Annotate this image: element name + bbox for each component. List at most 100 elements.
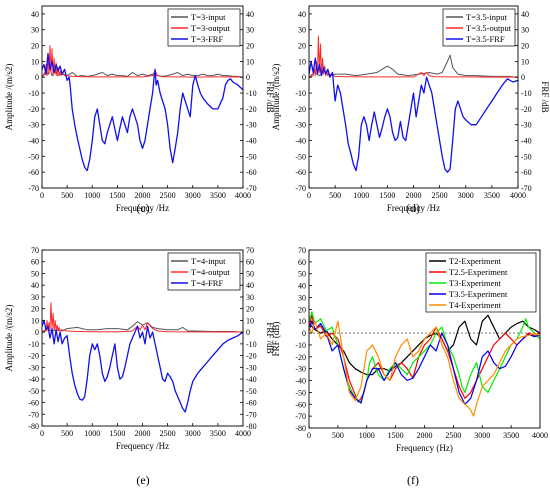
panel-d: 0 500 1000 1500 2000 2500 3000 3500 4000-70 -70-6… xyxy=(271,5,550,215)
y-tick-label: -60 xyxy=(28,168,39,177)
series-line-t3-5-experiment xyxy=(309,320,540,405)
legend-entry: T=4-input xyxy=(191,256,226,266)
x-tick-label: 1000 xyxy=(359,431,375,440)
legend-entry: T=3.5-output xyxy=(466,23,512,33)
y-tick-label: -30 xyxy=(28,121,39,130)
y-tick-label: 60 xyxy=(298,258,306,267)
y-right-tick-label: 40 xyxy=(246,281,254,290)
x-tick-label: 500 xyxy=(61,191,73,200)
y-tick-label: 40 xyxy=(31,281,39,290)
y-right-axis-label: FRF /dB xyxy=(265,322,275,353)
y-tick-label: 10 xyxy=(298,57,306,66)
y-tick-label: -50 xyxy=(28,152,39,161)
y-tick-label: -10 xyxy=(295,89,306,98)
panel-f: 0 500 1000 1500 2000 2500 3000 3500 4000-80-70-6… xyxy=(271,246,548,487)
x-tick-label: 0 xyxy=(40,429,44,438)
y-tick-label: 20 xyxy=(31,305,39,314)
panel-c: 0 500 1000 1500 2000 2500 3000 3500 4000-70 -70-6… xyxy=(4,5,275,215)
y-tick-label: 30 xyxy=(31,26,39,35)
x-tick-label: 1500 xyxy=(109,429,125,438)
x-tick-label: 4000 xyxy=(510,191,526,200)
y-axis-label: FRF (dB) xyxy=(271,322,281,357)
legend-entry: T=4-output xyxy=(191,267,230,277)
y-tick-label: 70 xyxy=(298,246,306,255)
x-tick-label: 2500 xyxy=(160,429,176,438)
panel-caption: (e) xyxy=(136,473,149,487)
x-tick-label: 1500 xyxy=(388,431,404,440)
y-tick-label: -30 xyxy=(295,121,306,130)
y-tick-label: -60 xyxy=(295,168,306,177)
y-right-tick-label: 0 xyxy=(246,73,250,82)
x-tick-label: 1000 xyxy=(84,429,100,438)
y-right-tick-label: 10 xyxy=(246,316,254,325)
x-tick-label: 4000 xyxy=(235,429,251,438)
y-right-tick-label: -80 xyxy=(246,422,257,431)
y-tick-label: -60 xyxy=(28,399,39,408)
y-right-tick-label: -70 xyxy=(246,184,257,193)
series-line-t-3-frf xyxy=(42,52,243,172)
y-right-tick-label: 10 xyxy=(246,57,254,66)
y-tick-label: -40 xyxy=(295,377,306,386)
y-right-tick-label: -50 xyxy=(246,387,257,396)
y-tick-label: 30 xyxy=(298,293,306,302)
legend-entry: T3-Experiment xyxy=(449,278,502,288)
y-right-tick-label: -60 xyxy=(521,168,532,177)
y-right-tick-label: -40 xyxy=(246,375,257,384)
y-tick-label: 40 xyxy=(298,10,306,19)
y-tick-label: 50 xyxy=(298,270,306,279)
x-tick-label: 500 xyxy=(332,431,344,440)
x-tick-label: 3500 xyxy=(210,191,226,200)
y-right-tick-label: -50 xyxy=(521,152,532,161)
series-line-t-4-input xyxy=(42,321,243,333)
y-right-tick-label: 0 xyxy=(521,73,525,82)
x-tick-label: 3000 xyxy=(185,191,201,200)
y-tick-label: 30 xyxy=(298,26,306,35)
y-right-axis-label: FRF /dB xyxy=(540,81,550,112)
y-tick-label: -80 xyxy=(295,424,306,433)
y-right-tick-label: 40 xyxy=(521,10,529,19)
y-right-tick-label: -40 xyxy=(246,137,257,146)
y-tick-label: -10 xyxy=(295,341,306,350)
y-tick-label: 10 xyxy=(31,316,39,325)
y-right-tick-label: 40 xyxy=(246,10,254,19)
y-right-tick-label: -10 xyxy=(246,89,257,98)
series-line-t4-experiment xyxy=(309,320,540,417)
x-tick-label: 0 xyxy=(40,191,44,200)
legend-entry: T=3-output xyxy=(191,23,230,33)
y-right-tick-label: 0 xyxy=(246,328,250,337)
y-right-tick-label: -20 xyxy=(246,352,257,361)
y-right-tick-label: 30 xyxy=(521,26,529,35)
legend-entry: T=3-FRF xyxy=(191,34,223,44)
panel-caption: (f) xyxy=(407,473,419,487)
y-tick-label: -70 xyxy=(28,184,39,193)
y-right-tick-label: -60 xyxy=(246,168,257,177)
y-tick-label: -60 xyxy=(295,400,306,409)
y-right-tick-label: -60 xyxy=(246,399,257,408)
x-tick-label: 2000 xyxy=(417,431,433,440)
y-axis-label: Amplitude /(m/s2) xyxy=(271,64,281,131)
x-tick-label: 2500 xyxy=(160,191,176,200)
y-tick-label: -30 xyxy=(28,363,39,372)
x-tick-label: 2000 xyxy=(135,191,151,200)
series-line-t-3-input xyxy=(42,67,243,78)
y-tick-label: 20 xyxy=(298,305,306,314)
legend-entry: T4-Experiment xyxy=(449,300,502,310)
y-right-tick-label: 20 xyxy=(246,305,254,314)
y-right-tick-label: -30 xyxy=(246,363,257,372)
y-tick-label: 40 xyxy=(31,10,39,19)
y-tick-label: 30 xyxy=(31,293,39,302)
y-tick-label: -30 xyxy=(295,365,306,374)
y-right-tick-label: 70 xyxy=(246,246,254,255)
y-right-tick-label: -70 xyxy=(521,184,532,193)
y-right-axis-label: FRF /dB xyxy=(265,81,275,112)
y-tick-label: -50 xyxy=(295,388,306,397)
x-axis-label: Frequency /Hz xyxy=(116,441,169,451)
legend-entry: T2-Experiment xyxy=(449,256,502,266)
y-right-tick-label: -20 xyxy=(521,105,532,114)
y-right-tick-label: -30 xyxy=(246,121,257,130)
y-tick-label: 0 xyxy=(302,73,306,82)
panel-caption: (c) xyxy=(136,201,149,215)
y-tick-label: 60 xyxy=(31,258,39,267)
panel-caption: (d) xyxy=(406,201,420,215)
